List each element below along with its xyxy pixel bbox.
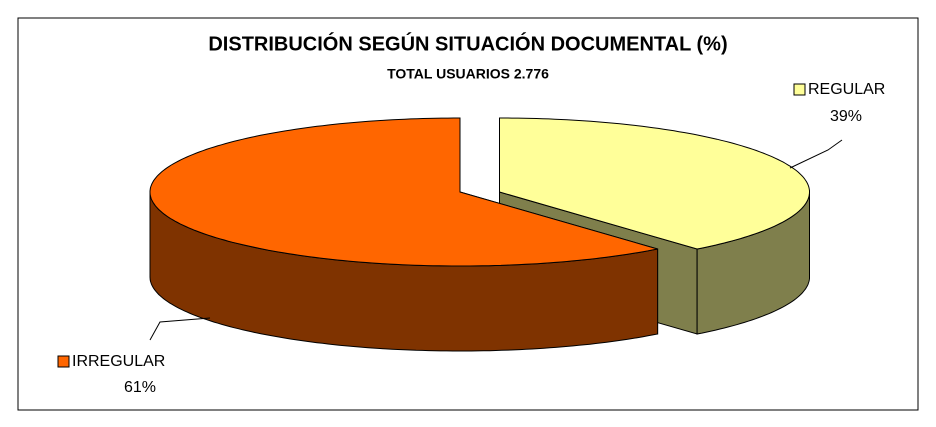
chart-subtitle: TOTAL USUARIOS 2.776 bbox=[387, 66, 549, 82]
category-label: IRREGULAR bbox=[72, 353, 165, 370]
leader-line bbox=[149, 317, 211, 341]
slice-top bbox=[149, 117, 658, 267]
value-label: 61% bbox=[124, 379, 156, 396]
pie bbox=[149, 117, 810, 352]
value-label: 39% bbox=[830, 108, 862, 125]
slice bbox=[149, 117, 659, 352]
labels: REGULAR 39% IRREGULAR 61% bbox=[57, 81, 885, 396]
category-label: REGULAR bbox=[808, 81, 885, 98]
slice-top bbox=[499, 117, 810, 250]
legend-swatch bbox=[57, 355, 70, 368]
chart-title: DISTRIBUCIÓN SEGÚN SITUACIÓN DOCUMENTAL … bbox=[208, 31, 727, 55]
leader-line bbox=[789, 139, 843, 169]
legend-swatch bbox=[793, 83, 806, 96]
